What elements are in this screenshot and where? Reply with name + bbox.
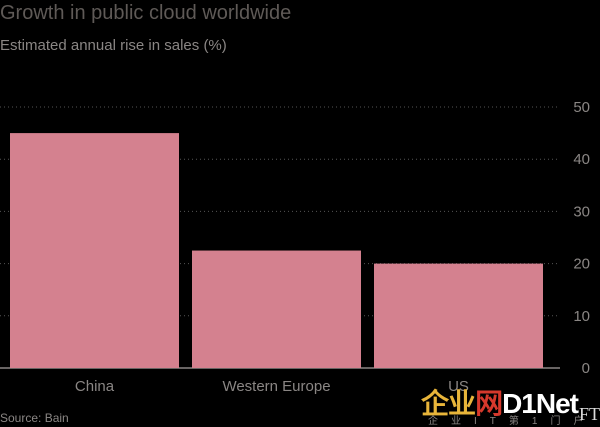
bar-western-europe — [192, 250, 361, 368]
chart-title: Growth in public cloud worldwide — [0, 2, 292, 24]
watermark-subtext: 企业IT第1门户 — [428, 416, 597, 427]
bar-us — [374, 263, 543, 368]
y-tick-label: 30 — [573, 203, 590, 220]
watermark-text-1: 企业 — [421, 388, 476, 419]
x-tick-label: US — [448, 378, 469, 395]
y-tick-label: 20 — [573, 256, 590, 273]
x-tick-label: Western Europe — [222, 378, 330, 395]
y-tick-label: 50 — [573, 99, 590, 116]
d1net-watermark-logo: 企业网D1Net — [421, 382, 579, 422]
y-tick-label: 40 — [573, 151, 590, 168]
bars — [10, 133, 543, 368]
chart-subtitle: Estimated annual rise in sales (%) — [0, 37, 227, 54]
bar-china — [10, 133, 179, 368]
watermark-text-2: 网 — [475, 388, 503, 419]
source-note: Source: Bain — [0, 411, 69, 425]
watermark-text-3: D1Net — [502, 388, 579, 419]
ft-logo: FT — [578, 404, 600, 424]
x-tick-label: China — [75, 378, 115, 395]
y-axis-ticks: 0 10 20 30 40 50 — [573, 99, 590, 377]
y-tick-label: 0 — [582, 360, 590, 377]
x-axis-ticks: China Western Europe US — [75, 378, 469, 395]
y-tick-label: 10 — [573, 308, 590, 325]
